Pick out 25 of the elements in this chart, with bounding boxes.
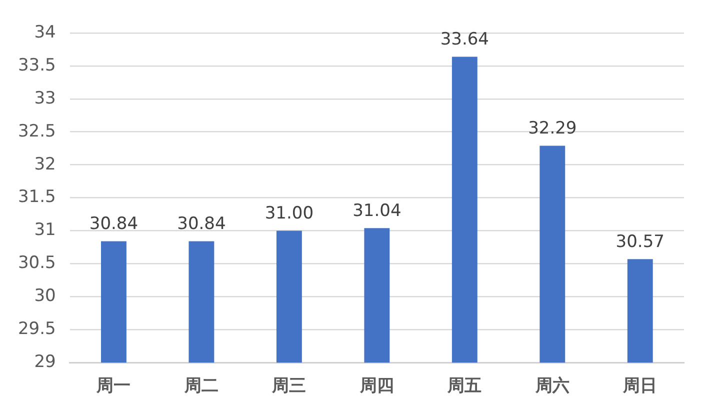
x-tick-label: 周一 [96,376,131,396]
data-label: 30.84 [177,214,226,234]
y-tick-label: 30 [34,286,56,306]
x-tick-label: 周五 [446,376,482,396]
data-label: 31.04 [352,201,402,222]
y-tick-label: 34 [34,22,56,42]
y-tick-label: 29.5 [18,319,56,340]
data-label: 33.64 [440,30,489,50]
x-tick-label: 周六 [534,376,570,396]
y-tick-label: 32.5 [18,121,56,142]
data-label: 32.29 [528,118,577,139]
y-tick-label: 33.5 [18,55,56,76]
data-label: 30.84 [89,214,138,234]
x-tick-label: 周四 [358,376,394,396]
x-tick-label: 周三 [271,376,306,396]
y-tick-label: 30.5 [18,253,56,274]
y-tick-label: 33 [34,88,56,108]
y-tick-label: 32 [34,154,56,174]
data-label: 31.00 [264,204,314,224]
y-tick-label: 31 [34,220,56,240]
y-tick-label: 29 [34,352,56,372]
x-tick-label: 周二 [183,376,218,396]
x-tick-label: 周日 [622,376,658,396]
data-label: 30.57 [616,232,664,252]
y-tick-label: 31.5 [18,187,56,208]
